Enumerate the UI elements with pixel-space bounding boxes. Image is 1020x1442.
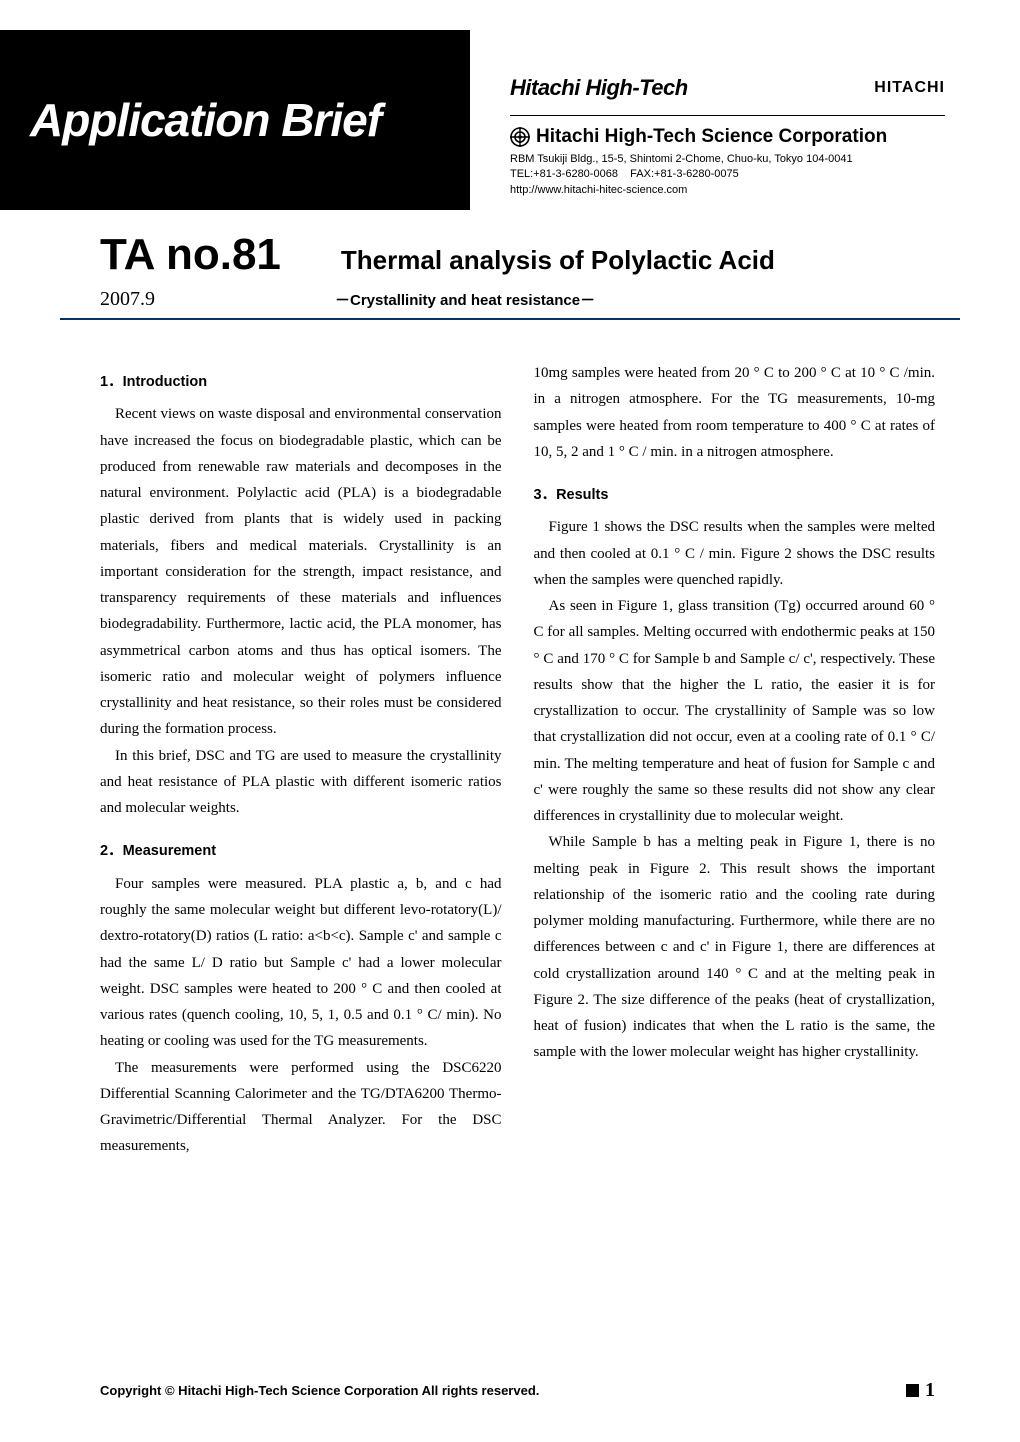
- header-divider: [510, 115, 945, 116]
- title-rule: [60, 318, 960, 320]
- section-3-para-3: While Sample b has a melting peak in Fig…: [534, 829, 936, 1065]
- header-banner: Application Brief: [0, 30, 470, 210]
- main-title: Thermal analysis of Polylactic Acid: [341, 245, 775, 276]
- document-date: 2007.9: [100, 288, 155, 311]
- footer: Copyright © Hitachi High-Tech Science Co…: [100, 1379, 935, 1402]
- section-2-para-1: Four samples were measured. PLA plastic …: [100, 871, 502, 1055]
- header-right-block: Hitachi High-Tech HITACHI Hitachi High-T…: [510, 75, 945, 198]
- corp-phone-line: TEL:+81-3-6280-0068 FAX:+81-3-6280-0075: [510, 167, 945, 182]
- corp-name: Hitachi High-Tech Science Corporation: [536, 126, 887, 148]
- corp-tel: TEL:+81-3-6280-0068: [510, 168, 618, 180]
- corp-url: http://www.hitachi-hitec-science.com: [510, 183, 945, 198]
- corp-line: Hitachi High-Tech Science Corporation: [510, 126, 945, 148]
- page-square-icon: [906, 1384, 919, 1397]
- high-tech-logo: Hitachi High-Tech: [510, 75, 688, 101]
- ta-number: TA no.81: [100, 230, 281, 280]
- corp-address: RBM Tsukiji Bldg., 15-5, Shintomi 2-Chom…: [510, 152, 945, 167]
- section-2-para-2: The measurements were performed using th…: [100, 1055, 502, 1160]
- body-columns: 1．Introduction Recent views on waste dis…: [100, 360, 935, 1160]
- column-left: 1．Introduction Recent views on waste dis…: [100, 360, 502, 1160]
- page-marker: 1: [906, 1379, 935, 1402]
- title-row: TA no.81 Thermal analysis of Polylactic …: [100, 230, 945, 280]
- section-1-para-1: Recent views on waste disposal and envir…: [100, 401, 502, 742]
- hitachi-logo: HITACHI: [874, 79, 945, 97]
- page-number: 1: [925, 1379, 935, 1402]
- copyright-text: Copyright © Hitachi High-Tech Science Co…: [100, 1383, 539, 1398]
- section-1-heading: 1．Introduction: [100, 370, 502, 395]
- column-right: 10mg samples were heated from 20 ° C to …: [534, 360, 936, 1160]
- section-3-heading: 3．Results: [534, 483, 936, 508]
- title-block: TA no.81 Thermal analysis of Polylactic …: [100, 230, 945, 311]
- section-3-para-1: Figure 1 shows the DSC results when the …: [534, 514, 936, 593]
- banner-title: Application Brief: [30, 93, 381, 147]
- corp-address-block: RBM Tsukiji Bldg., 15-5, Shintomi 2-Chom…: [510, 152, 945, 198]
- section-2-para-3: 10mg samples were heated from 20 ° C to …: [534, 360, 936, 465]
- subtitle: －Crystallinity and heat resistance－: [335, 289, 595, 310]
- section-1-para-2: In this brief, DSC and TG are used to me…: [100, 743, 502, 822]
- section-3-para-2: As seen in Figure 1, glass transition (T…: [534, 593, 936, 829]
- logo-row: Hitachi High-Tech HITACHI: [510, 75, 945, 101]
- corp-fax: FAX:+81-3-6280-0075: [630, 168, 739, 180]
- subtitle-row: 2007.9 －Crystallinity and heat resistanc…: [100, 288, 945, 311]
- corp-logo-icon: [510, 127, 530, 147]
- section-2-heading: 2．Measurement: [100, 839, 502, 864]
